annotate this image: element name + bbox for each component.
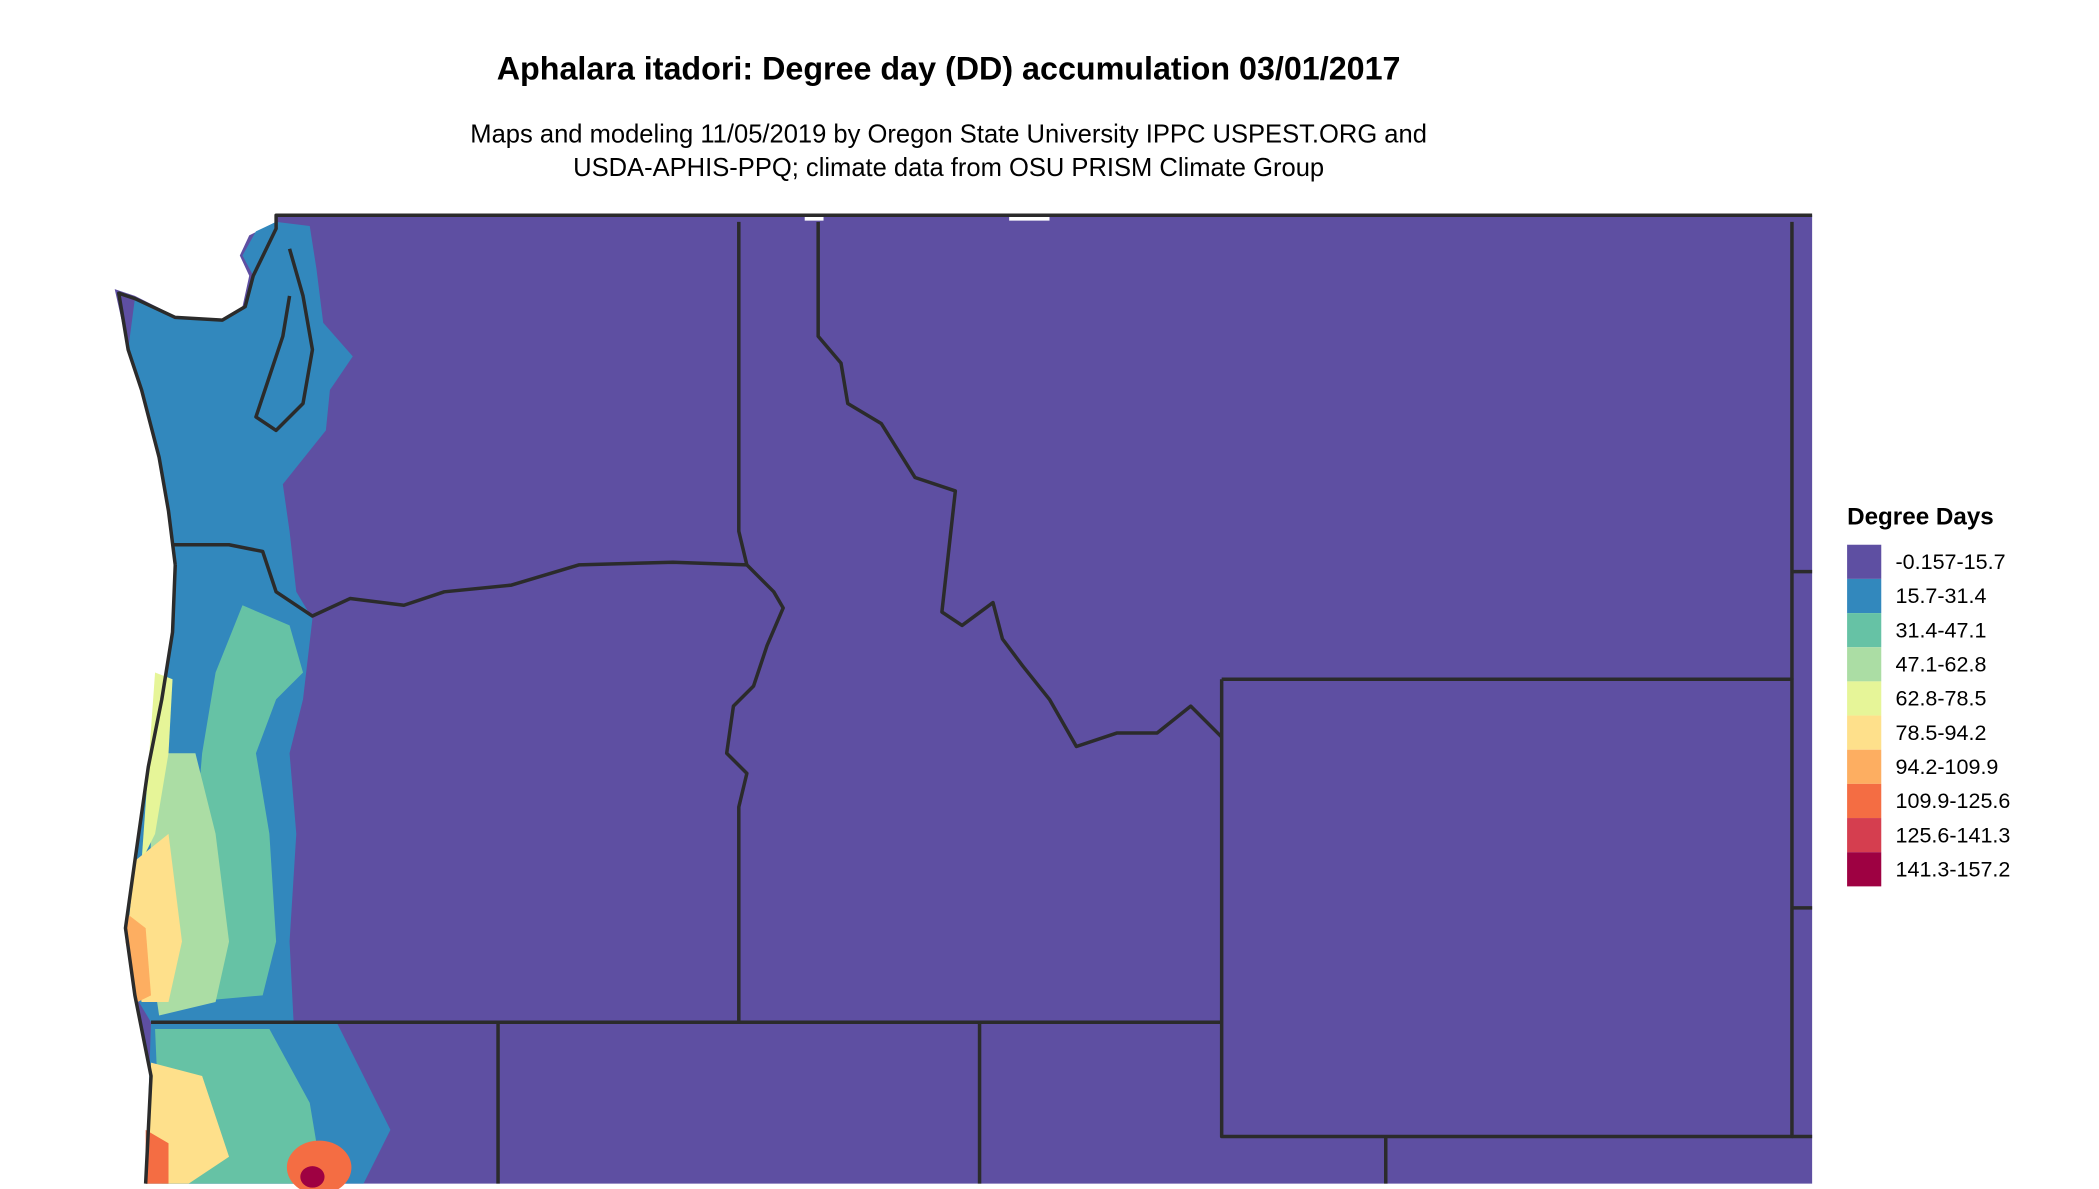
map-subtitle-line1: Maps and modeling 11/05/2019 by Oregon S… (470, 121, 1427, 149)
coastline (116, 213, 1813, 566)
legend-swatch (1847, 613, 1882, 648)
legend-label: 31.4-47.1 (1896, 618, 1987, 642)
legend-swatch (1847, 749, 1882, 784)
legend-swatch (1847, 715, 1882, 750)
legend-swatch (1847, 578, 1882, 614)
idaho-montana-border (816, 221, 1223, 749)
zone-62-78 (141, 672, 173, 861)
legend-swatch (1847, 681, 1882, 716)
legend-label: 94.2-109.9 (1896, 755, 1999, 779)
zone-hot-core (300, 1166, 325, 1188)
legend-label: -0.157-15.7 (1896, 550, 2006, 574)
legend-label: 15.7-31.4 (1896, 584, 1987, 608)
map-subtitle-line2: USDA-APHIS-PPQ; climate data from OSU PR… (573, 154, 1324, 182)
oregon-coastline (123, 564, 177, 1184)
boundaries-layer (116, 213, 1813, 1184)
raster-layer (114, 215, 1813, 1189)
zone-94-109 (125, 914, 152, 1003)
map-title: Aphalara itadori: Degree day (DD) accumu… (497, 50, 1401, 86)
legend-title: Degree Days (1847, 504, 1994, 531)
legend-swatch (1847, 852, 1882, 887)
legend-label: 109.9-125.6 (1896, 789, 2011, 813)
legend-label: 141.3-157.2 (1896, 857, 2011, 881)
legend-swatch (1847, 544, 1882, 579)
legend-swatch (1847, 783, 1882, 819)
puget-sound-shore (254, 248, 315, 433)
legend-swatch (1847, 647, 1882, 682)
legend-label: 47.1-62.8 (1896, 652, 1987, 676)
zone-south-orange (145, 1129, 169, 1184)
legend-label: 125.6-141.3 (1896, 823, 2011, 847)
legend-label: 62.8-78.5 (1896, 687, 1987, 711)
land-base (114, 215, 1813, 1184)
wa-or-border (172, 542, 747, 618)
legend-swatch (1847, 818, 1882, 853)
legend: Degree Days -0.157-15.7 15.7-31.4 31.4-47.… (1847, 504, 2010, 887)
idaho-west-border (724, 221, 785, 1023)
legend-label: 78.5-94.2 (1896, 721, 1987, 745)
